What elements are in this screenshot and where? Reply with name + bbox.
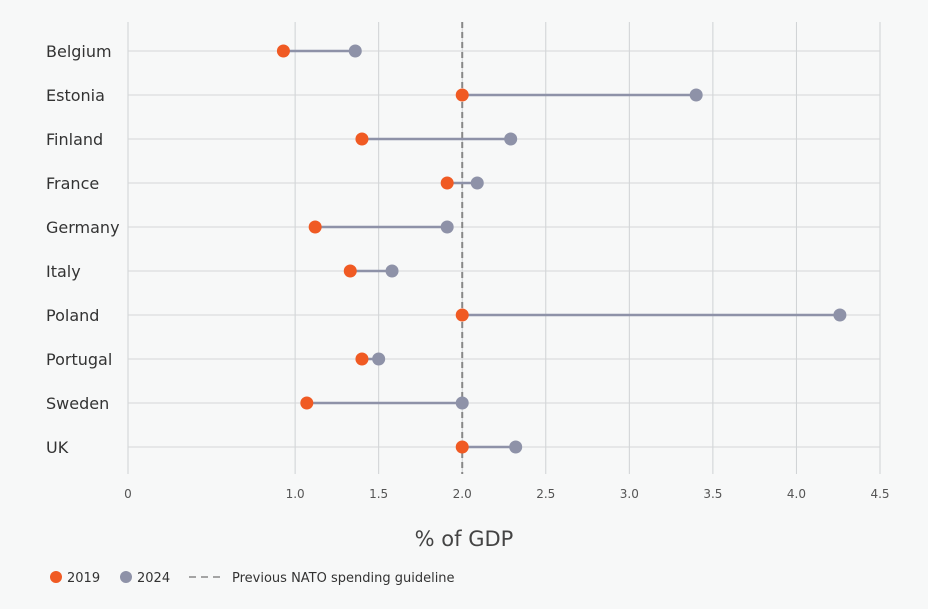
category-label: Belgium [46, 42, 112, 61]
x-tick-label: 4.5 [870, 487, 889, 501]
point-2024 [455, 396, 469, 410]
x-tick-label: 0 [124, 487, 132, 501]
category-label: Sweden [46, 394, 109, 413]
point-2024 [348, 44, 362, 58]
legend-label: Previous NATO spending guideline [232, 571, 455, 586]
category-label: Portugal [46, 350, 112, 369]
legend-marker-2019 [50, 571, 62, 583]
legend-label: 2024 [137, 571, 170, 586]
point-2024 [385, 264, 399, 278]
x-tick-label: 1.0 [286, 487, 305, 501]
legend-label: 2019 [67, 571, 100, 586]
point-2024 [372, 352, 386, 366]
point-2024 [689, 88, 703, 102]
point-2019 [300, 396, 314, 410]
category-label: France [46, 174, 99, 193]
point-2019 [455, 88, 469, 102]
point-2024 [504, 132, 518, 146]
category-labels: Belgium Estonia Finland France Germany Italy P… [46, 42, 120, 457]
x-axis-title: % of GDP [415, 527, 514, 551]
x-tick-label: 1.5 [369, 487, 388, 501]
category-label: Estonia [46, 86, 105, 105]
category-label: Finland [46, 130, 103, 149]
data-points [276, 44, 847, 454]
category-label: Italy [46, 262, 81, 281]
category-label: Poland [46, 306, 99, 325]
x-tick-label: 3.5 [703, 487, 722, 501]
x-axis: 0 1.0 1.5 2.0 2.5 3.0 3.5 4.0 4.5 [124, 487, 889, 501]
x-tick-label: 4.0 [787, 487, 806, 501]
category-label: Germany [46, 218, 120, 237]
legend-marker-2024 [120, 571, 132, 583]
point-2019 [455, 440, 469, 454]
x-tick-label: 2.0 [453, 487, 472, 501]
point-2024 [440, 220, 454, 234]
category-label: UK [46, 438, 69, 457]
point-2019 [308, 220, 322, 234]
point-2019 [455, 308, 469, 322]
legend: 2019 2024 Previous NATO spending guideline [50, 571, 455, 586]
point-2019 [440, 176, 454, 190]
point-2019 [355, 132, 369, 146]
grid [127, 22, 881, 474]
point-2019 [355, 352, 369, 366]
x-tick-label: 2.5 [536, 487, 555, 501]
point-2024 [833, 308, 847, 322]
point-2019 [276, 44, 290, 58]
point-2019 [343, 264, 357, 278]
connectors [283, 49, 840, 449]
point-2024 [509, 440, 523, 454]
point-2024 [470, 176, 484, 190]
x-tick-label: 3.0 [620, 487, 639, 501]
